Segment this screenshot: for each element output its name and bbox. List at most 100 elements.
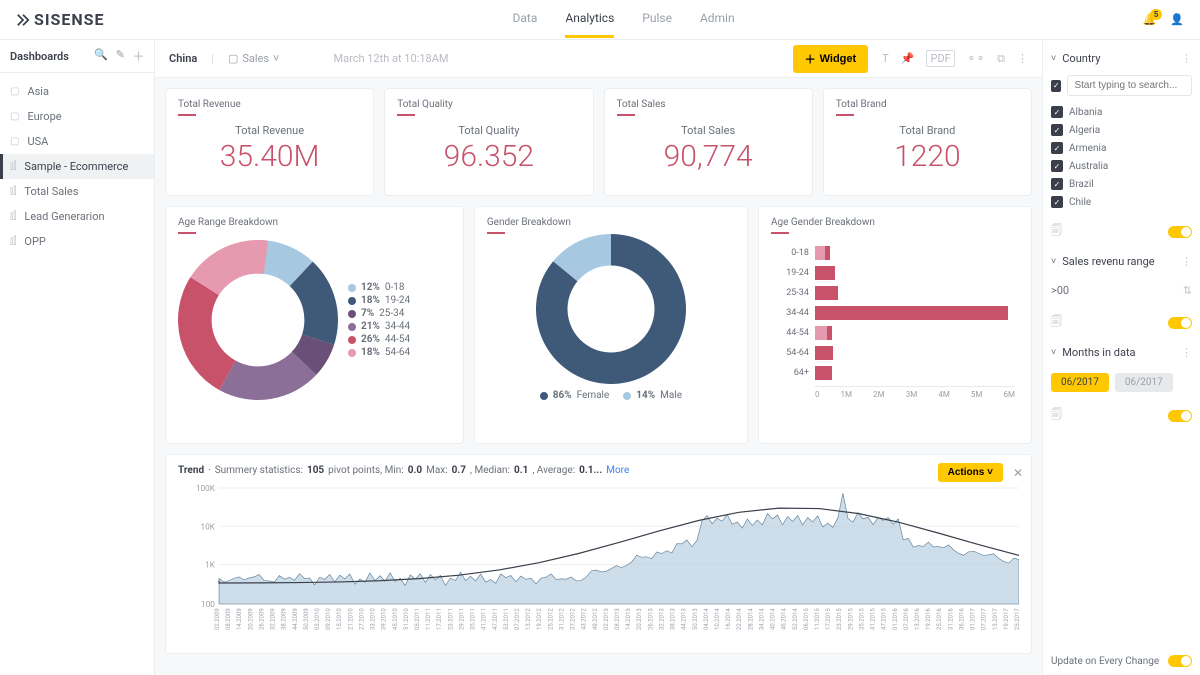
more-icon[interactable]: ⋮ xyxy=(1017,52,1028,65)
dashboard-tree: ▢Asia▢Europe▢USA⫾⫿Sample - Ecommerce⫾⫿To… xyxy=(0,73,154,260)
edit-icon[interactable]: ✎ xyxy=(116,48,125,64)
svg-text:44.2013: 44.2013 xyxy=(681,608,688,630)
svg-text:45.2010: 45.2010 xyxy=(392,608,399,630)
add-icon[interactable]: ＋ xyxy=(133,48,144,64)
month-chip[interactable]: 06/2017 xyxy=(1115,373,1173,392)
months-toggle[interactable] xyxy=(1168,410,1192,422)
svg-text:13.2016: 13.2016 xyxy=(914,608,921,630)
country-checkbox-item[interactable]: ✓Albania xyxy=(1051,106,1192,118)
country-checkbox-item[interactable]: ✓Armenia xyxy=(1051,142,1192,154)
kpi-card: Total RevenueTotal Revenue35.40M xyxy=(165,88,374,196)
svg-text:07.2016: 07.2016 xyxy=(903,608,910,630)
notifications-icon[interactable]: 🔔5 xyxy=(1143,13,1157,26)
svg-text:31.2012: 31.2012 xyxy=(558,608,565,630)
svg-text:11.2015: 11.2015 xyxy=(814,608,821,630)
svg-text:21.2010: 21.2010 xyxy=(347,608,354,630)
top-nav: Data Analytics Pulse Admin xyxy=(105,1,1143,38)
share-icon[interactable]: ⚬⚬ xyxy=(967,52,985,65)
svg-text:26.2013: 26.2013 xyxy=(647,608,654,630)
sidebar-item[interactable]: ⫾⫿OPP xyxy=(0,229,154,254)
revenue-value: >00 xyxy=(1051,284,1069,297)
stepper-icon[interactable]: ⇅ xyxy=(1183,284,1192,297)
months-filter-head[interactable]: ˅Months in data⋮ xyxy=(1051,342,1192,363)
text-tool-icon[interactable]: T xyxy=(882,52,889,65)
bar-row: 34-44 xyxy=(775,306,1015,320)
legend-item: 26% 44-54 xyxy=(348,334,410,345)
svg-text:25.2017: 25.2017 xyxy=(1014,608,1019,630)
copy-icon[interactable]: ⧉ xyxy=(997,52,1005,66)
sidebar-item[interactable]: ▢USA xyxy=(0,129,154,154)
svg-text:29.2011: 29.2011 xyxy=(458,608,465,630)
trend-more-link[interactable]: More xyxy=(606,465,629,476)
context-dropdown[interactable]: ▢ Sales ˅ xyxy=(228,52,280,65)
svg-text:03.2010: 03.2010 xyxy=(314,608,321,630)
country-filter-head[interactable]: ˅Country⋮ xyxy=(1051,48,1192,69)
country-checkbox-item[interactable]: ✓Algeria xyxy=(1051,124,1192,136)
svg-text:20.2009: 20.2009 xyxy=(247,608,254,630)
svg-text:22.2014: 22.2014 xyxy=(736,608,743,630)
pdf-icon[interactable]: PDF xyxy=(926,50,954,67)
svg-text:23.2011: 23.2011 xyxy=(447,608,454,630)
clear-filter-icon[interactable]: 🗐 xyxy=(1051,222,1062,241)
svg-text:11.2011: 11.2011 xyxy=(425,608,432,630)
svg-text:39.2010: 39.2010 xyxy=(381,608,388,630)
nav-data[interactable]: Data xyxy=(513,1,538,38)
revenue-filter-head[interactable]: ˅Sales revenu range⋮ xyxy=(1051,251,1192,272)
svg-text:41.2015: 41.2015 xyxy=(869,608,876,630)
toolbar: China | ▢ Sales ˅ March 12th at 10:18AM … xyxy=(155,40,1042,78)
svg-text:17.2015: 17.2015 xyxy=(825,608,832,630)
timestamp: March 12th at 10:18AM xyxy=(333,52,448,65)
svg-text:1K: 1K xyxy=(205,560,216,570)
svg-text:38.2009: 38.2009 xyxy=(281,608,288,630)
nav-admin[interactable]: Admin xyxy=(700,1,735,38)
svg-text:13.2012: 13.2012 xyxy=(525,608,532,630)
close-icon[interactable]: ✕ xyxy=(1013,466,1023,480)
svg-text:51.2010: 51.2010 xyxy=(403,608,410,630)
legend-item: 14% Male xyxy=(623,390,682,401)
revenue-toggle[interactable] xyxy=(1168,317,1192,329)
svg-text:47.2015: 47.2015 xyxy=(881,608,888,630)
country-checkbox-item[interactable]: ✓Chile xyxy=(1051,196,1192,208)
sidebar-item[interactable]: ⫾⫿Sample - Ecommerce xyxy=(0,154,154,179)
svg-text:49.2012: 49.2012 xyxy=(592,608,599,630)
user-icon[interactable]: 👤 xyxy=(1170,13,1184,26)
svg-text:02.2009: 02.2009 xyxy=(214,608,221,630)
country-checkbox-item[interactable]: ✓Australia xyxy=(1051,160,1192,172)
svg-text:01.2017: 01.2017 xyxy=(969,608,976,630)
svg-text:14.2009: 14.2009 xyxy=(236,608,243,630)
pin-icon[interactable]: 📌 xyxy=(901,52,915,65)
trend-actions-button[interactable]: Actions ˅ xyxy=(938,463,1003,482)
svg-text:47.2011: 47.2011 xyxy=(492,608,499,630)
svg-text:25.2016: 25.2016 xyxy=(936,608,943,630)
svg-text:27.2010: 27.2010 xyxy=(358,608,365,630)
kpi-card: Total BrandTotal Brand1220 xyxy=(823,88,1032,196)
nav-analytics[interactable]: Analytics xyxy=(565,1,614,38)
country-search-input[interactable] xyxy=(1067,75,1192,96)
kpi-card: Total SalesTotal Sales90,774 xyxy=(604,88,813,196)
country-toggle[interactable] xyxy=(1168,226,1192,238)
country-checkbox-item[interactable]: ✓Brazil xyxy=(1051,178,1192,190)
search-icon[interactable]: 🔍 xyxy=(94,48,108,64)
svg-text:04.2014: 04.2014 xyxy=(703,608,710,630)
svg-text:07.2012: 07.2012 xyxy=(514,608,521,630)
svg-text:36.2016: 36.2016 xyxy=(958,608,965,630)
sidebar-item[interactable]: ▢Europe xyxy=(0,104,154,129)
clear-revenue-icon[interactable]: 🗐 xyxy=(1051,313,1062,332)
svg-text:01.2016: 01.2016 xyxy=(892,608,899,630)
svg-text:43.2012: 43.2012 xyxy=(581,608,588,630)
sidebar-item[interactable]: ▢Asia xyxy=(0,79,154,104)
svg-text:02.2013: 02.2013 xyxy=(603,608,610,630)
svg-text:09.2010: 09.2010 xyxy=(325,608,332,630)
svg-text:25.2012: 25.2012 xyxy=(547,608,554,630)
sidebar-item[interactable]: ⫾⫿Total Sales xyxy=(0,179,154,204)
select-all-checkbox[interactable]: ✓ xyxy=(1051,80,1061,92)
nav-pulse[interactable]: Pulse xyxy=(642,1,672,38)
age-gender-bar-card: Age Gender Breakdown 0-1819-2425-3434-44… xyxy=(758,206,1032,444)
add-widget-button[interactable]: ＋ Widget xyxy=(793,45,869,73)
update-toggle[interactable] xyxy=(1168,655,1192,667)
sidebar-item[interactable]: ⫾⫿Lead Generarion xyxy=(0,204,154,229)
month-chip[interactable]: 06/2017 xyxy=(1051,373,1109,392)
age-range-card: Age Range Breakdown 12% 0-1818% 19-247% … xyxy=(165,206,464,444)
clear-months-icon[interactable]: 🗐 xyxy=(1051,406,1062,425)
svg-text:41.2011: 41.2011 xyxy=(481,608,488,630)
